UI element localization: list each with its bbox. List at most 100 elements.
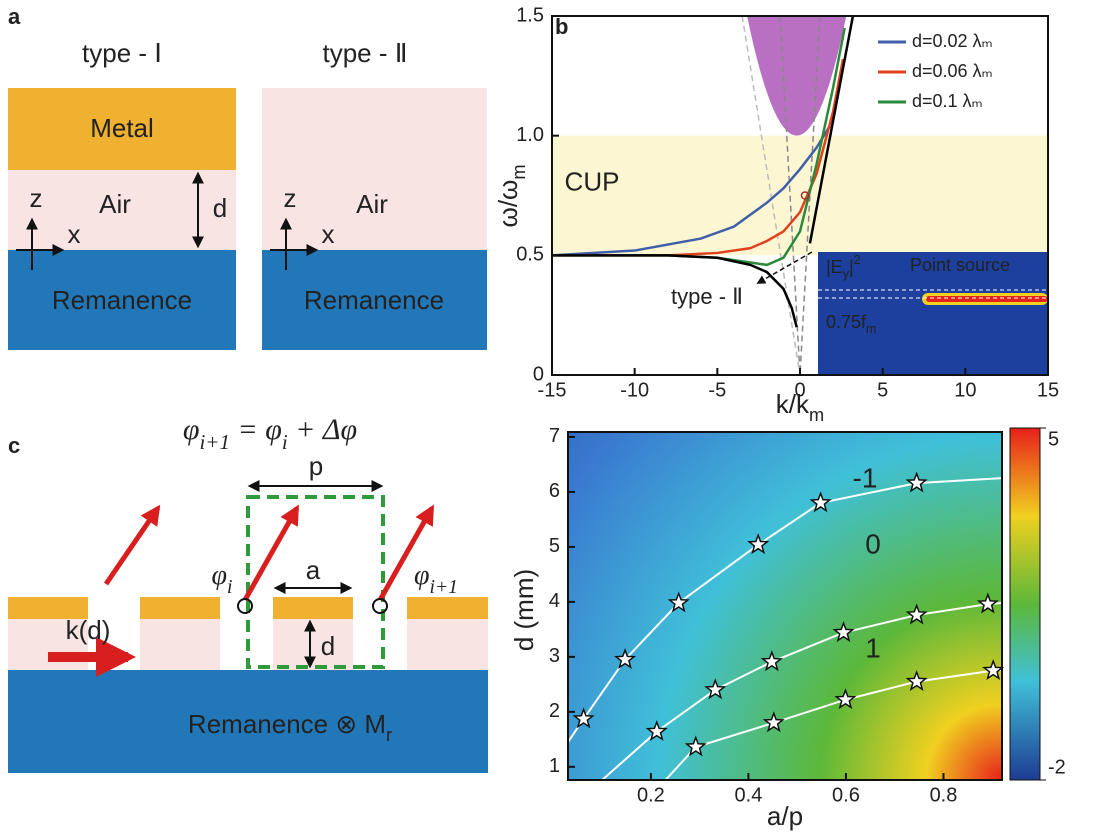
light-cone — [747, 15, 847, 136]
legend-label: d=0.1 λₘ — [912, 91, 983, 111]
text-part: i — [227, 577, 232, 598]
equation: φi+1 = φi + Δφ — [183, 413, 357, 454]
x-axis-label: k/km — [776, 389, 824, 425]
inset — [818, 252, 1048, 375]
x-tick-label: -5 — [708, 379, 726, 401]
y-axis-label: ω/ωm — [493, 165, 529, 228]
x-tick-label: -15 — [538, 379, 567, 401]
x-tick-label: 0.4 — [735, 784, 763, 806]
panel-label: b — [555, 14, 568, 39]
text-part: r — [386, 725, 392, 745]
axis-label: x — [322, 219, 335, 249]
gap-label: d — [213, 193, 227, 223]
text-part: y — [843, 267, 850, 281]
series-line — [808, 15, 855, 244]
chart-d — [567, 427, 1046, 781]
cup-band — [552, 135, 1048, 256]
contour-label: 1 — [865, 632, 881, 663]
series-line — [552, 58, 845, 257]
text-part: i+1 — [199, 430, 230, 454]
text-part: ω/ω — [493, 180, 523, 228]
plot-frame — [567, 431, 1003, 781]
x-tick-label: -10 — [620, 379, 649, 401]
x-tick-label: 5 — [877, 379, 888, 401]
band-label: CUP — [565, 166, 620, 196]
x-axis-label: a/p — [767, 801, 803, 831]
y-tick-label: 0.5 — [516, 244, 544, 266]
text-part: i+1 — [430, 577, 458, 598]
width-label: a — [306, 555, 321, 585]
metal-bar — [8, 597, 88, 619]
marker — [800, 191, 810, 200]
axis-label: z — [284, 183, 297, 213]
star-marker — [667, 591, 690, 613]
air-layer — [262, 88, 487, 250]
layer-label: Remanence — [52, 285, 192, 315]
legend-label: d=0.02 λₘ — [912, 31, 993, 51]
star-marker — [572, 707, 595, 729]
series-line — [551, 125, 831, 257]
text-part: φ — [183, 413, 200, 446]
panel-title: type - Ⅰ — [82, 38, 162, 68]
text-part: φ — [212, 560, 228, 591]
panel-title: type - Ⅱ — [322, 38, 407, 68]
text-part: Remanence ⊗ M — [188, 709, 386, 739]
star-marker — [704, 678, 727, 700]
source-point — [372, 598, 388, 614]
star-marker — [982, 658, 1005, 681]
star-marker — [613, 647, 637, 670]
diagram-c — [8, 480, 488, 773]
text-part: k(d) — [66, 615, 111, 645]
x-tick-label: 0.2 — [637, 784, 665, 806]
metal-bar — [273, 597, 353, 619]
y-tick-label: 3 — [549, 645, 560, 667]
heatmap — [568, 432, 1002, 780]
depth-label: d — [321, 631, 335, 661]
text-part: 0.75f — [826, 312, 867, 332]
contour-line — [601, 601, 1003, 781]
x-tick-label: 0 — [794, 379, 805, 401]
star-marker — [976, 592, 999, 614]
annotation: type - Ⅱ — [671, 284, 743, 309]
metal-bar — [140, 597, 220, 619]
diagram-a — [8, 88, 487, 350]
star-marker — [832, 621, 855, 643]
text-part: i — [282, 430, 288, 454]
layer-label: Metal — [90, 113, 154, 143]
chart-b — [551, 15, 1049, 376]
contour-label: 0 — [865, 528, 881, 559]
y-tick-label: 1 — [549, 755, 560, 777]
annotation-arrow — [756, 251, 813, 284]
emission-arrow — [377, 504, 435, 602]
text-part: k/k — [776, 389, 810, 419]
light-line — [741, 15, 801, 376]
y-tick-label: 1.5 — [516, 4, 544, 26]
star-marker — [905, 603, 928, 625]
slot — [353, 597, 407, 670]
y-axis-label: d (mm) — [509, 569, 539, 651]
layer-label: Remanence — [304, 285, 444, 315]
colorbar — [1009, 427, 1041, 781]
star-marker — [747, 533, 770, 555]
x-tick-label: 10 — [954, 379, 976, 401]
star-marker — [760, 650, 783, 672]
colorbar-label: -2 — [1048, 756, 1066, 778]
x-tick-label: 0.6 — [832, 784, 860, 806]
metal-bar — [407, 597, 488, 619]
text-part: | — [849, 257, 854, 277]
star-marker — [834, 688, 857, 710]
inset-label: Point source — [910, 255, 1010, 275]
text-part: m — [809, 405, 824, 425]
star-marker — [905, 471, 928, 493]
metal-layer — [8, 88, 236, 170]
panel-label: c — [8, 433, 20, 458]
y-tick-label: 1.0 — [516, 124, 544, 146]
text-part: φ — [414, 560, 430, 591]
inset-field — [926, 296, 1048, 302]
text-part: 2 — [854, 253, 861, 267]
text-part: |E — [826, 257, 843, 277]
remanence-layer — [8, 250, 236, 350]
layer-label: Air — [356, 189, 388, 219]
phase-label: φi — [212, 560, 233, 598]
